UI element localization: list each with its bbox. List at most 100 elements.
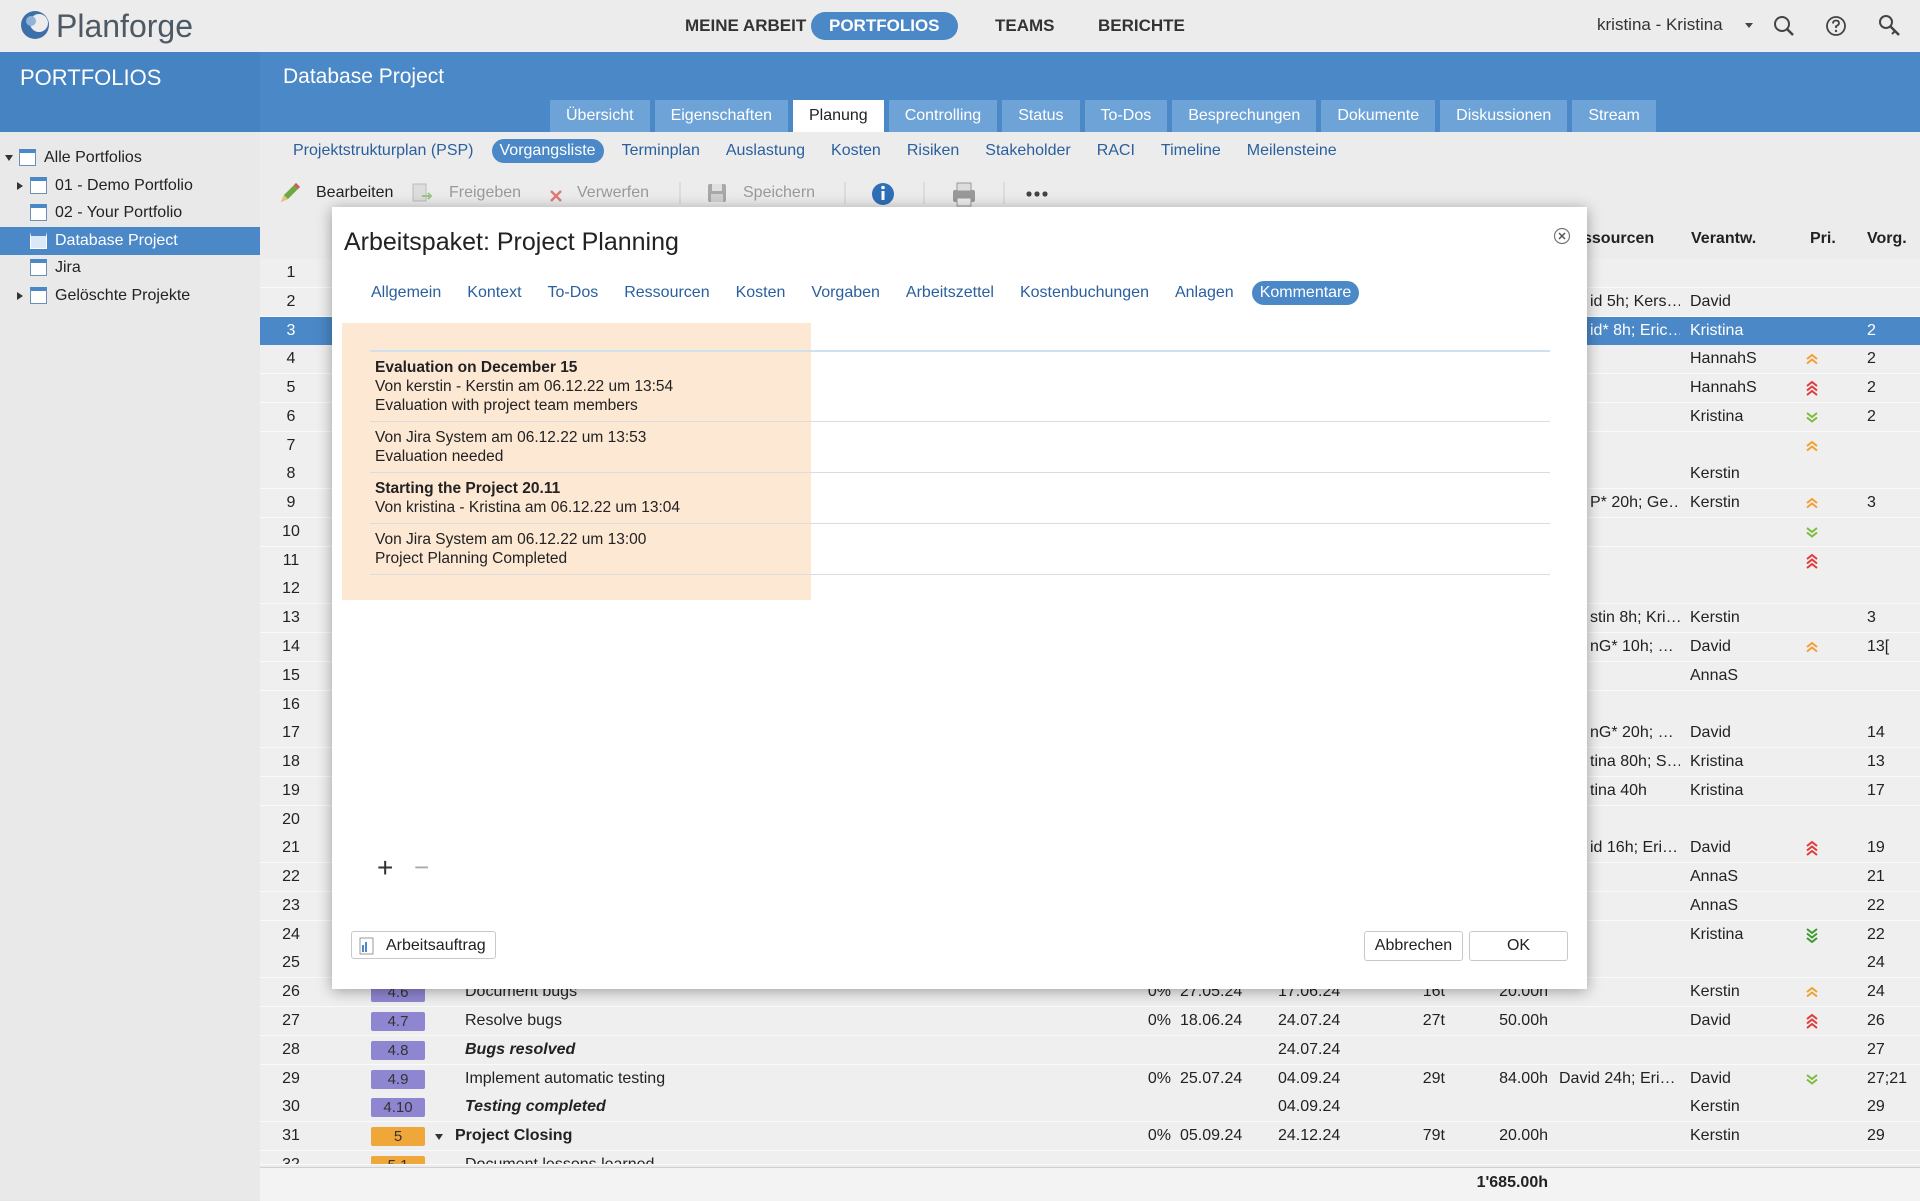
responsible: HannahS xyxy=(1690,345,1757,373)
responsible: Kristina xyxy=(1690,317,1743,345)
tab[interactable]: Status xyxy=(1002,100,1079,132)
row-number: 9 xyxy=(282,489,300,517)
dialog-button[interactable]: Abbrechen xyxy=(1364,931,1463,961)
tree-item[interactable]: Jira xyxy=(55,258,81,278)
comment[interactable]: Evaluation on December 15Von kerstin - K… xyxy=(370,352,1550,422)
task-name: Bugs resolved xyxy=(465,1036,575,1064)
duration: 29t xyxy=(1405,1065,1445,1093)
priority-icon xyxy=(1805,553,1819,569)
tree-item[interactable]: Gelöschte Projekte xyxy=(55,286,190,306)
tree-item[interactable]: Alle Portfolios xyxy=(44,148,142,168)
sub-tab[interactable]: Auslastung xyxy=(718,139,813,163)
tab[interactable]: Diskussionen xyxy=(1440,100,1567,132)
nav-item[interactable]: PORTFOLIOS xyxy=(811,12,958,40)
priority-icon xyxy=(1805,380,1819,396)
tree-toggle[interactable] xyxy=(15,291,25,301)
comment[interactable]: Starting the Project 20.11Von kristina -… xyxy=(370,473,1550,524)
search-icon[interactable] xyxy=(1773,15,1795,37)
row-number: 1 xyxy=(282,259,300,287)
row-number: 29 xyxy=(282,1065,300,1093)
priority-icon xyxy=(1805,495,1819,511)
total-effort: 1'685.00h xyxy=(1448,1174,1548,1192)
tab[interactable]: Planung xyxy=(793,100,884,132)
expand-toggle[interactable] xyxy=(434,1132,444,1142)
sub-tab[interactable]: Vorgangsliste xyxy=(492,139,604,163)
table-row[interactable]: 294.9Implement automatic testing0%25.07.… xyxy=(260,1065,1920,1094)
effort: 84.00h xyxy=(1468,1065,1548,1093)
tree-toggle[interactable] xyxy=(4,153,14,163)
nav-item[interactable]: TEAMS xyxy=(977,12,1073,40)
table-row[interactable]: 325.1Document lessons learned xyxy=(260,1151,1920,1165)
help-icon[interactable] xyxy=(1825,15,1847,37)
sub-tab[interactable]: Timeline xyxy=(1153,139,1229,163)
dialog-tab[interactable]: Vorgaben xyxy=(803,281,888,305)
remove-comment[interactable]: − xyxy=(414,852,429,883)
sub-tab[interactable]: Kosten xyxy=(823,139,889,163)
close-icon[interactable] xyxy=(1553,227,1571,245)
end-date: 24.07.24 xyxy=(1278,1007,1340,1035)
dialog-tab[interactable]: To-Dos xyxy=(540,281,607,305)
dialog-tab[interactable]: Anlagen xyxy=(1167,281,1242,305)
dialog-tab[interactable]: Allgemein xyxy=(363,281,449,305)
sub-tab[interactable]: Meilensteine xyxy=(1239,139,1345,163)
logo[interactable]: Planforge xyxy=(56,8,193,45)
priority-icon xyxy=(1805,984,1819,1000)
dialog-tab[interactable]: Kommentare xyxy=(1252,281,1360,305)
admin-icon[interactable] xyxy=(1878,14,1902,38)
tree-item[interactable]: Database Project xyxy=(55,231,178,251)
dialog-tab[interactable]: Kontext xyxy=(459,281,529,305)
resources: id 5h; Kers… xyxy=(1590,288,1680,316)
responsible: Kerstin xyxy=(1690,604,1740,632)
sub-tab[interactable]: Terminplan xyxy=(614,139,708,163)
user-menu[interactable]: kristina - Kristina xyxy=(1597,15,1723,35)
tab[interactable]: Besprechungen xyxy=(1172,100,1316,132)
row-number: 11 xyxy=(282,547,300,575)
responsible: AnnaS xyxy=(1690,892,1738,920)
responsible: Kristina xyxy=(1690,748,1743,776)
priority-icon xyxy=(1805,639,1819,655)
project-tabs: ÜbersichtEigenschaftenPlanungControlling… xyxy=(550,100,1656,132)
task-name: Testing completed xyxy=(465,1093,606,1121)
dialog-tab[interactable]: Kostenbuchungen xyxy=(1012,281,1157,305)
responsible: Kerstin xyxy=(1690,489,1740,517)
table-row[interactable]: 315Project Closing0%05.09.2424.12.2479t2… xyxy=(260,1122,1920,1151)
nav-item[interactable]: MEINE ARBEIT xyxy=(667,12,824,40)
dialog-tab[interactable]: Arbeitszettel xyxy=(898,281,1002,305)
sub-tab[interactable]: Stakeholder xyxy=(977,139,1078,163)
tab[interactable]: Controlling xyxy=(889,100,997,132)
nav-item[interactable]: BERICHTE xyxy=(1080,12,1203,40)
sub-tab[interactable]: Projektstrukturplan (PSP) xyxy=(285,139,482,163)
wbs-badge: 5.1 xyxy=(371,1156,425,1165)
dialog-tab[interactable]: Ressourcen xyxy=(616,281,717,305)
table-row[interactable]: 284.8Bugs resolved24.07.2427 xyxy=(260,1036,1920,1065)
dialog-tab[interactable]: Kosten xyxy=(728,281,794,305)
caret xyxy=(1744,22,1754,30)
tab[interactable]: Dokumente xyxy=(1321,100,1435,132)
tab[interactable]: Stream xyxy=(1572,100,1656,132)
row-number: 16 xyxy=(282,691,300,719)
predecessors: 26 xyxy=(1867,1007,1885,1035)
add-comment[interactable]: + xyxy=(377,852,393,884)
row-number: 28 xyxy=(282,1036,300,1064)
table-row[interactable]: 304.10Testing completed04.09.24Kerstin29 xyxy=(260,1093,1920,1122)
predecessors: 29 xyxy=(1867,1093,1885,1121)
tab[interactable]: Eigenschaften xyxy=(655,100,788,132)
table-row[interactable]: 274.7Resolve bugs0%18.06.2424.07.2427t50… xyxy=(260,1007,1920,1036)
percent: 0% xyxy=(1131,1122,1171,1150)
sub-tab[interactable]: Risiken xyxy=(899,139,967,163)
dialog-button[interactable]: OK xyxy=(1469,931,1568,961)
comment[interactable]: Von Jira System am 06.12.22 um 13:53Eval… xyxy=(370,422,1550,473)
task-name: Implement automatic testing xyxy=(465,1065,665,1093)
row-number: 19 xyxy=(282,777,300,805)
tree-icon xyxy=(30,259,47,276)
comment[interactable]: Von Jira System am 06.12.22 um 13:00Proj… xyxy=(370,524,1550,575)
responsible: David xyxy=(1690,288,1731,316)
comment-meta: Von Jira System am 06.12.22 um 13:53 xyxy=(375,428,1545,447)
percent: 0% xyxy=(1131,1007,1171,1035)
row-number: 15 xyxy=(282,662,300,690)
tab[interactable]: To-Dos xyxy=(1085,100,1168,132)
priority-icon xyxy=(1805,1013,1819,1029)
tab[interactable]: Übersicht xyxy=(550,100,650,132)
column-header: Pri. xyxy=(1810,230,1836,248)
sub-tab[interactable]: RACI xyxy=(1089,139,1143,163)
